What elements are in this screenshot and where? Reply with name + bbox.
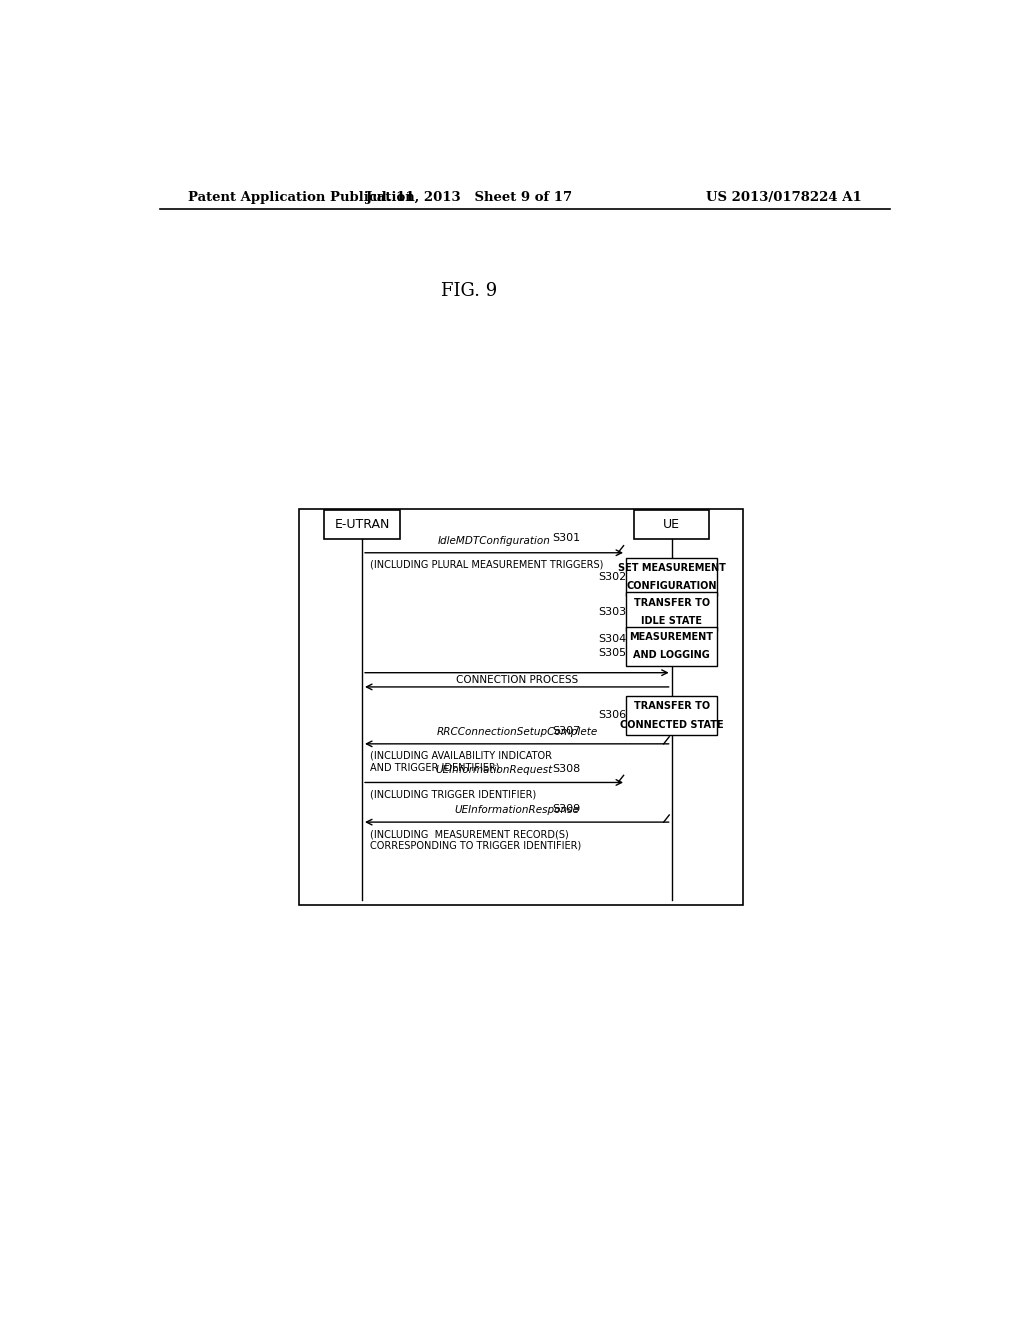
Text: MEASUREMENT: MEASUREMENT [630, 632, 714, 642]
Text: CONNECTION PROCESS: CONNECTION PROCESS [456, 675, 578, 685]
Bar [325, 510, 399, 539]
Text: FIG. 9: FIG. 9 [441, 281, 498, 300]
Bar [626, 627, 717, 665]
Text: SET MEASUREMENT: SET MEASUREMENT [617, 564, 726, 573]
Text: S304: S304 [598, 634, 627, 644]
Text: UEInformationRequest: UEInformationRequest [435, 766, 553, 775]
Text: AND TRIGGER IDENTIFIER): AND TRIGGER IDENTIFIER) [370, 762, 500, 772]
Text: CORRESPONDING TO TRIGGER IDENTIFIER): CORRESPONDING TO TRIGGER IDENTIFIER) [370, 841, 582, 850]
Text: (INCLUDING AVAILABILITY INDICATOR: (INCLUDING AVAILABILITY INDICATOR [370, 751, 552, 760]
Text: (INCLUDING TRIGGER IDENTIFIER): (INCLUDING TRIGGER IDENTIFIER) [370, 789, 537, 800]
Text: S301: S301 [553, 532, 581, 543]
Text: S303: S303 [598, 607, 627, 616]
Text: UE: UE [664, 517, 680, 531]
Text: S307: S307 [553, 726, 581, 735]
Text: S308: S308 [553, 764, 581, 775]
Text: CONNECTED STATE: CONNECTED STATE [620, 719, 723, 730]
Bar [634, 510, 710, 539]
Text: TRANSFER TO: TRANSFER TO [634, 598, 710, 607]
Text: (INCLUDING PLURAL MEASUREMENT TRIGGERS): (INCLUDING PLURAL MEASUREMENT TRIGGERS) [370, 560, 603, 570]
Text: S309: S309 [553, 804, 581, 814]
Text: S305: S305 [598, 648, 627, 659]
Bar [626, 558, 717, 597]
Text: UEInformationResponse: UEInformationResponse [455, 805, 580, 814]
Bar [626, 593, 717, 631]
Text: IDLE STATE: IDLE STATE [641, 616, 702, 626]
Text: TRANSFER TO: TRANSFER TO [634, 701, 710, 711]
Text: Jul. 11, 2013   Sheet 9 of 17: Jul. 11, 2013 Sheet 9 of 17 [367, 190, 572, 203]
Text: E-UTRAN: E-UTRAN [335, 517, 390, 531]
Text: Patent Application Publication: Patent Application Publication [187, 190, 415, 203]
Text: US 2013/0178224 A1: US 2013/0178224 A1 [707, 190, 862, 203]
Text: CONFIGURATION: CONFIGURATION [627, 581, 717, 591]
Text: S306: S306 [598, 710, 627, 721]
Text: IdleMDTConfiguration: IdleMDTConfiguration [437, 536, 551, 545]
Bar [299, 510, 743, 906]
Text: RRCConnectionSetupComplete: RRCConnectionSetupComplete [436, 727, 597, 737]
Text: S302: S302 [598, 572, 627, 582]
Text: AND LOGGING: AND LOGGING [633, 651, 710, 660]
Text: (INCLUDING  MEASUREMENT RECORD(S): (INCLUDING MEASUREMENT RECORD(S) [370, 829, 568, 840]
Bar [626, 696, 717, 735]
